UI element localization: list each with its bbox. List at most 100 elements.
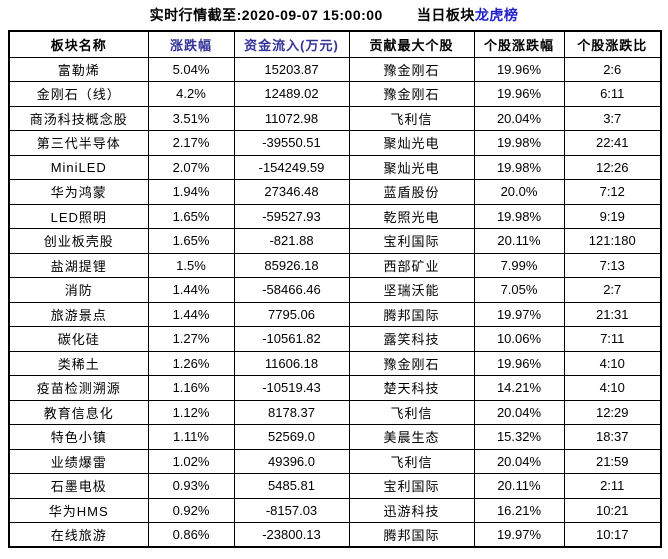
table-row: 商汤科技概念股 3.51% 11072.98 飞利信 20.04% 3:7 bbox=[8, 105, 662, 131]
table-row: 类稀土 1.26% 11606.18 豫金刚石 19.96% 4:10 bbox=[8, 350, 662, 376]
change-pct-cell: 1.26% bbox=[147, 350, 235, 376]
change-pct-cell: 4.2% bbox=[147, 81, 235, 107]
table-row: LED照明 1.65% -59527.93 乾照光电 19.98% 9:19 bbox=[8, 203, 662, 229]
sector-name-link[interactable]: 疫苗检测溯源 bbox=[8, 375, 149, 401]
change-pct-cell: 0.93% bbox=[147, 473, 235, 499]
title-bar: 实时行情截至:2020-09-07 15:00:00 当日板块 龙虎榜 bbox=[0, 0, 668, 30]
sector-name-link[interactable]: 创业板壳股 bbox=[8, 228, 149, 254]
stock-change-cell: 7.99% bbox=[473, 252, 565, 278]
change-pct-cell: 2.07% bbox=[147, 154, 235, 180]
top-stock-link[interactable]: 坚瑞沃能 bbox=[348, 277, 475, 303]
table-row: 特色小镇 1.11% 52569.0 美晨生态 15.32% 18:37 bbox=[8, 424, 662, 450]
sector-name-link[interactable]: 华为HMS bbox=[8, 497, 149, 523]
sector-dragon-tiger-table: 板块名称 涨跌幅 资金流入(万元) 贡献最大个股 个股涨跌幅 个股涨跌比 富勒烯… bbox=[8, 30, 662, 548]
up-down-ratio-cell: 7:12 bbox=[563, 179, 662, 205]
stock-change-cell: 20.0% bbox=[473, 179, 565, 205]
sector-name-link[interactable]: 教育信息化 bbox=[8, 399, 149, 425]
sector-name-link[interactable]: 第三代半导体 bbox=[8, 130, 149, 156]
capital-inflow-cell: 5485.81 bbox=[233, 473, 350, 499]
capital-inflow-cell: -10519.43 bbox=[233, 375, 350, 401]
up-down-ratio-cell: 2:11 bbox=[563, 473, 662, 499]
capital-inflow-cell: -59527.93 bbox=[233, 203, 350, 229]
board-label: 当日板块 bbox=[416, 7, 475, 23]
longhu-board-link[interactable]: 龙虎榜 bbox=[474, 7, 519, 23]
table-row: 华为HMS 0.92% -8157.03 迅游科技 16.21% 10:21 bbox=[8, 497, 662, 523]
stock-change-cell: 19.97% bbox=[473, 522, 565, 548]
capital-inflow-cell: 8178.37 bbox=[233, 399, 350, 425]
top-stock-link[interactable]: 宝利国际 bbox=[348, 473, 475, 499]
up-down-ratio-cell: 4:10 bbox=[563, 375, 662, 401]
capital-inflow-cell: 49396.0 bbox=[233, 448, 350, 474]
sector-name-link[interactable]: 华为鸿蒙 bbox=[8, 179, 149, 205]
stock-change-cell: 19.98% bbox=[473, 130, 565, 156]
top-stock-link[interactable]: 豫金刚石 bbox=[348, 350, 475, 376]
sector-name-link[interactable]: 商汤科技概念股 bbox=[8, 105, 149, 131]
stock-change-cell: 7.05% bbox=[473, 277, 565, 303]
up-down-ratio-cell: 6:11 bbox=[563, 81, 662, 107]
capital-inflow-cell: 52569.0 bbox=[233, 424, 350, 450]
top-stock-link[interactable]: 美晨生态 bbox=[348, 424, 475, 450]
stock-change-cell: 20.04% bbox=[473, 448, 565, 474]
top-stock-link[interactable]: 露笑科技 bbox=[348, 326, 475, 352]
top-stock-link[interactable]: 豫金刚石 bbox=[348, 56, 475, 82]
table-row: 在线旅游 0.86% -23800.13 腾邦国际 19.97% 10:17 bbox=[8, 522, 662, 548]
top-stock-link[interactable]: 聚灿光电 bbox=[348, 130, 475, 156]
top-stock-link[interactable]: 西部矿业 bbox=[348, 252, 475, 278]
stock-change-cell: 20.04% bbox=[473, 105, 565, 131]
sector-name-link[interactable]: LED照明 bbox=[8, 203, 149, 229]
top-stock-link[interactable]: 聚灿光电 bbox=[348, 154, 475, 180]
up-down-ratio-cell: 10:21 bbox=[563, 497, 662, 523]
top-stock-link[interactable]: 蓝盾股份 bbox=[348, 179, 475, 205]
sector-name-link[interactable]: 旅游景点 bbox=[8, 301, 149, 327]
realtime-timestamp: 实时行情截至:2020-09-07 15:00:00 bbox=[149, 7, 383, 23]
change-pct-cell: 1.16% bbox=[147, 375, 235, 401]
sector-name-link[interactable]: 石墨电极 bbox=[8, 473, 149, 499]
sector-name-link[interactable]: 消防 bbox=[8, 277, 149, 303]
change-pct-cell: 2.17% bbox=[147, 130, 235, 156]
col-header-top-stock: 贡献最大个股 bbox=[348, 30, 475, 58]
top-stock-link[interactable]: 宝利国际 bbox=[348, 228, 475, 254]
sector-name-link[interactable]: 在线旅游 bbox=[8, 522, 149, 548]
top-stock-link[interactable]: 腾邦国际 bbox=[348, 301, 475, 327]
up-down-ratio-cell: 10:17 bbox=[563, 522, 662, 548]
top-stock-link[interactable]: 乾照光电 bbox=[348, 203, 475, 229]
col-header-capital-inflow[interactable]: 资金流入(万元) bbox=[233, 30, 350, 58]
stock-change-cell: 19.98% bbox=[473, 154, 565, 180]
stock-change-cell: 20.04% bbox=[473, 399, 565, 425]
change-pct-cell: 1.27% bbox=[147, 326, 235, 352]
top-stock-link[interactable]: 飞利信 bbox=[348, 399, 475, 425]
capital-inflow-cell: 12489.02 bbox=[233, 81, 350, 107]
sector-name-link[interactable]: 业绩爆雷 bbox=[8, 448, 149, 474]
sector-name-link[interactable]: 盐湖提锂 bbox=[8, 252, 149, 278]
sector-name-link[interactable]: 富勒烯 bbox=[8, 56, 149, 82]
change-pct-cell: 1.65% bbox=[147, 228, 235, 254]
top-stock-link[interactable]: 迅游科技 bbox=[348, 497, 475, 523]
capital-inflow-cell: -58466.46 bbox=[233, 277, 350, 303]
capital-inflow-cell: 85926.18 bbox=[233, 252, 350, 278]
change-pct-cell: 5.04% bbox=[147, 56, 235, 82]
sector-name-link[interactable]: MiniLED bbox=[8, 154, 149, 180]
top-stock-link[interactable]: 飞利信 bbox=[348, 105, 475, 131]
change-pct-cell: 0.86% bbox=[147, 522, 235, 548]
up-down-ratio-cell: 4:10 bbox=[563, 350, 662, 376]
top-stock-link[interactable]: 腾邦国际 bbox=[348, 522, 475, 548]
sector-name-link[interactable]: 特色小镇 bbox=[8, 424, 149, 450]
table-row: 盐湖提锂 1.5% 85926.18 西部矿业 7.99% 7:13 bbox=[8, 252, 662, 278]
top-stock-link[interactable]: 楚天科技 bbox=[348, 375, 475, 401]
change-pct-cell: 0.92% bbox=[147, 497, 235, 523]
table-row: 华为鸿蒙 1.94% 27346.48 蓝盾股份 20.0% 7:12 bbox=[8, 179, 662, 205]
capital-inflow-cell: -10561.82 bbox=[233, 326, 350, 352]
sector-name-link[interactable]: 类稀土 bbox=[8, 350, 149, 376]
change-pct-cell: 1.94% bbox=[147, 179, 235, 205]
capital-inflow-cell: 11606.18 bbox=[233, 350, 350, 376]
stock-change-cell: 15.32% bbox=[473, 424, 565, 450]
up-down-ratio-cell: 3:7 bbox=[563, 105, 662, 131]
sector-name-link[interactable]: 碳化硅 bbox=[8, 326, 149, 352]
top-stock-link[interactable]: 飞利信 bbox=[348, 448, 475, 474]
col-header-stock-change: 个股涨跌幅 bbox=[473, 30, 565, 58]
top-stock-link[interactable]: 豫金刚石 bbox=[348, 81, 475, 107]
sector-name-link[interactable]: 金刚石（线） bbox=[8, 81, 149, 107]
table-row: MiniLED 2.07% -154249.59 聚灿光电 19.98% 12:26 bbox=[8, 154, 662, 180]
up-down-ratio-cell: 7:13 bbox=[563, 252, 662, 278]
col-header-change-pct[interactable]: 涨跌幅 bbox=[147, 30, 235, 58]
